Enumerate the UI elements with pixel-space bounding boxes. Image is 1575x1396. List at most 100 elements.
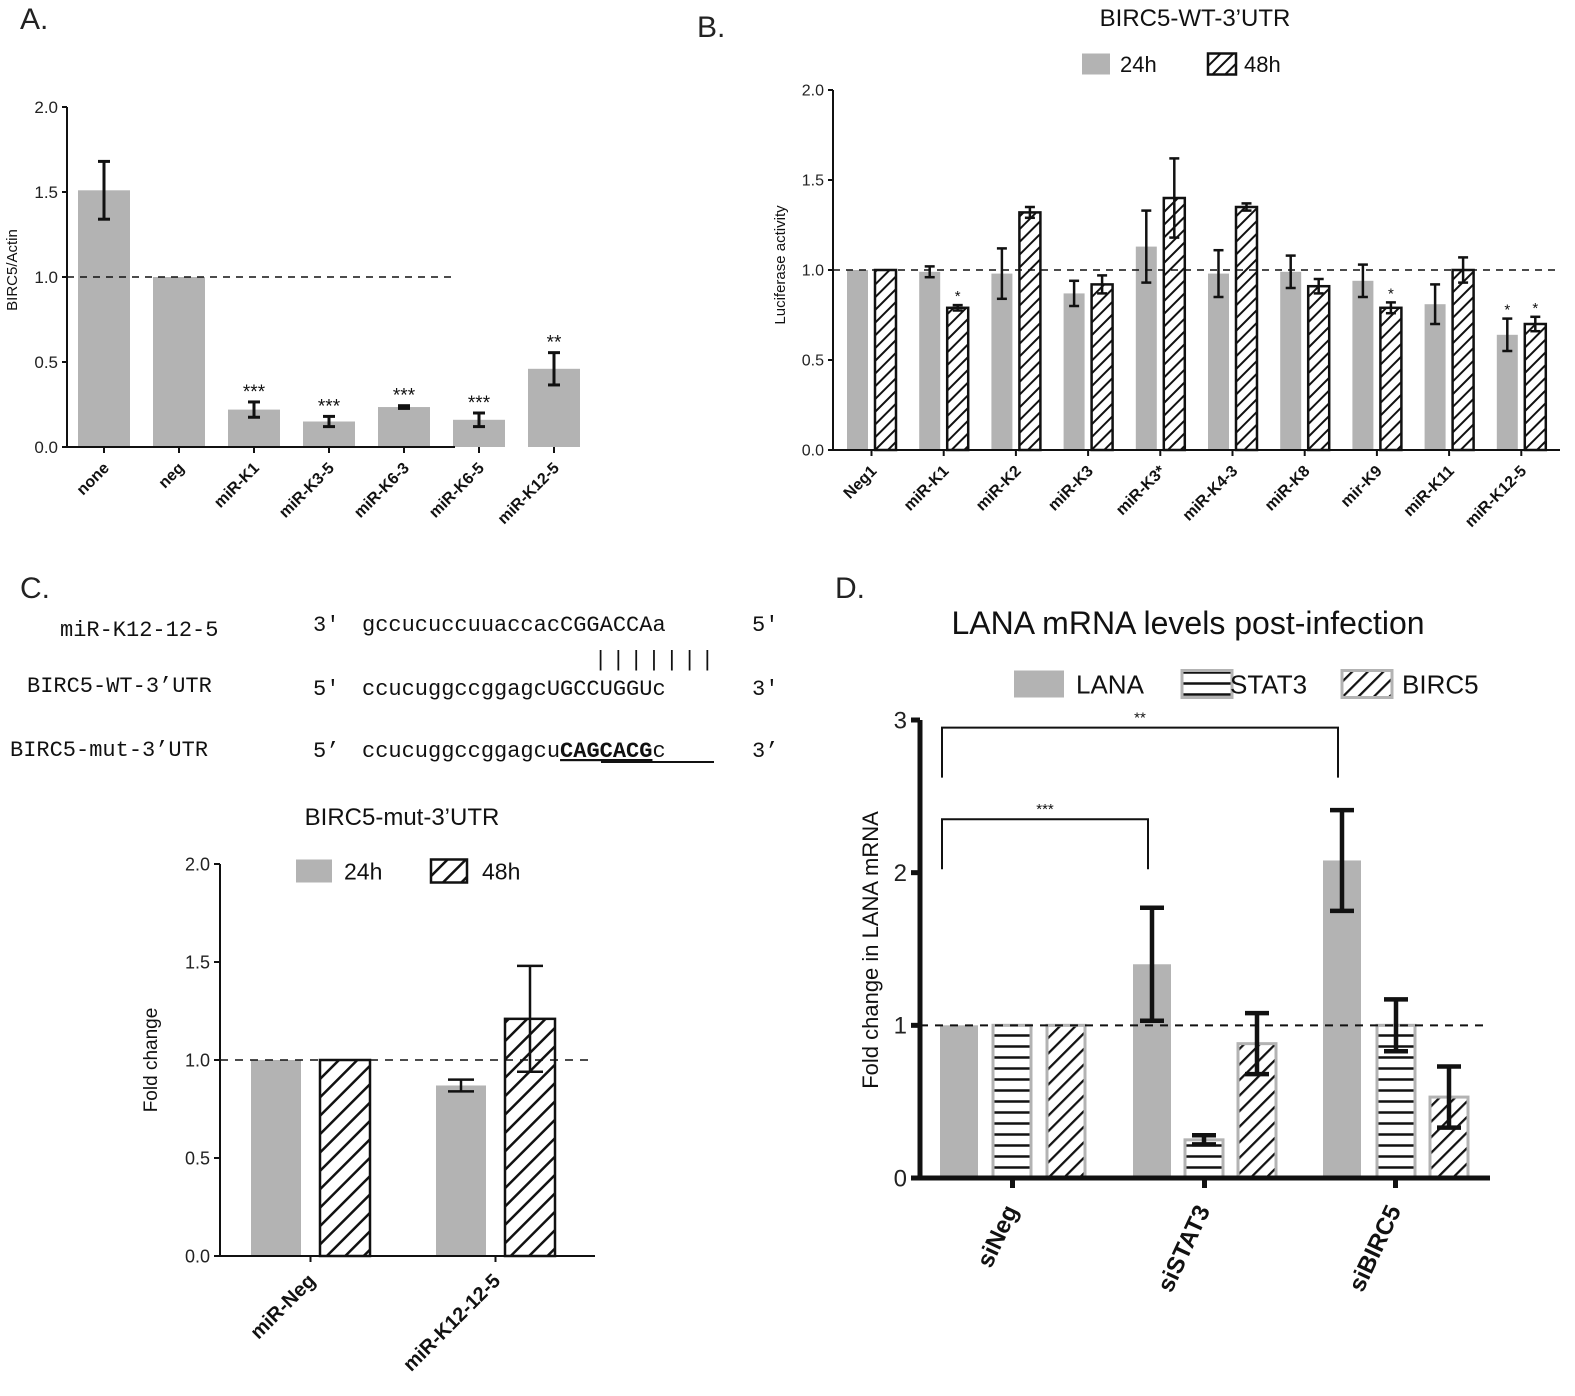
y-tick-label-d: 0 [894, 1165, 907, 1192]
legend-swatch-d-lana [1014, 670, 1064, 698]
chart-title-b: BIRC5-WT-3’UTR [1100, 5, 1291, 32]
y-tick-label-a: 0.5 [34, 353, 58, 372]
legend-label-c-24h: 24h [344, 858, 382, 884]
bar-b-48h-neg1 [873, 268, 898, 452]
panel-letter-a: A. [20, 3, 48, 36]
legend-label-b-48h: 48h [1244, 52, 1281, 77]
y-tick-label-b: 1.5 [802, 173, 824, 190]
bar-a-birc5-actin-none [78, 190, 130, 448]
alignment-label-mut: BIRC5-mut-3’UTR [10, 738, 208, 763]
x-tick-label-b: miR-K8 [1262, 463, 1314, 515]
y-tick-label-d: 3 [894, 707, 907, 734]
bar-b-48h-mir-k11 [1451, 268, 1475, 452]
alignment-seq-wt: ccucuggccggagcUGCCUGGUc [362, 677, 666, 702]
panel-letter-d: D. [835, 572, 865, 605]
legend-label-b-24h: 24h [1120, 52, 1157, 77]
significance-bracket-d-0 [941, 818, 1149, 870]
x-tick-label-b: miR-K3* [1113, 462, 1170, 519]
bar-b-24h-mir-k9 [1352, 280, 1374, 450]
bar-c-24h-mir-neg [251, 1060, 301, 1256]
bar-b-48h-mir-k9 [1379, 306, 1403, 452]
x-tick-label-a: miR-K3-5 [276, 460, 338, 522]
x-tick-label-a: neg [156, 460, 188, 492]
legend-label-d-birc5: BIRC5 [1402, 669, 1479, 699]
significance-label-d-1: ** [1134, 710, 1146, 727]
bar-b-24h-mir-k1 [919, 271, 941, 450]
y-tick-label-c: 1.5 [185, 952, 210, 972]
x-tick-label-a: miR-K6-5 [426, 460, 488, 522]
bar-b-24h-mir-k4-3 [1208, 273, 1229, 450]
legend-label-c-48h: 48h [482, 858, 520, 884]
y-tick-label-c: 2.0 [185, 854, 210, 874]
bar-a-birc5-actin-neg [153, 277, 205, 447]
x-tick-label-d: siNeg [972, 1201, 1024, 1272]
y-tick-label-a: 1.0 [34, 268, 58, 287]
significance-label-b: * [1388, 285, 1394, 302]
x-tick-label-d: siSTAT3 [1152, 1201, 1216, 1296]
alignment-pairing: ||||||| [594, 648, 714, 673]
bar-b-24h-mir-k3 [1063, 293, 1085, 450]
bar-b-24h-mir-k8 [1280, 271, 1302, 450]
significance-label-b: * [1532, 300, 1538, 317]
significance-label-a: *** [468, 393, 491, 414]
alignment-label-wt: BIRC5-WT-3’UTR [27, 674, 212, 699]
chart-title-d: LANA mRNA levels post-infection [951, 605, 1424, 641]
y-tick-label-b: 0.0 [802, 443, 824, 460]
sequence-alignment: miR-K12-12-5 3' gccucuccuuaccacCGGACCAa … [10, 613, 778, 764]
bar-b-24h-mir-k3- [1135, 246, 1157, 450]
x-tick-label-b: Neg1 [841, 463, 881, 503]
y-tick-label-b: 1.0 [802, 263, 824, 280]
x-tick-label-a: miR-K12-5 [495, 460, 563, 528]
alignment-seq-mut-after: c [652, 739, 665, 764]
legend-swatch-c-48h [429, 858, 469, 884]
x-tick-label-b: miR-K4-3 [1180, 463, 1242, 525]
alignment-prefix-wt: 5' [313, 677, 339, 702]
panel-letter-c: C. [20, 572, 50, 605]
chart-b: 0.0 0.5 1.0 1.5 2.0 Neg1 miR-K1 miR-K2 miR-K3 miR… [772, 5, 1560, 531]
x-tick-label-a: miR-K1 [211, 460, 263, 512]
bar-b-48h-mir-k8 [1306, 284, 1331, 452]
bar-d-lana-sibirc5 [1323, 860, 1361, 1178]
bar-c-24h-mir-k12-12-5 [436, 1085, 486, 1256]
chart-c: 0.0 0.5 1.0 1.5 2.0 miR-Neg miR-K12-12-5 Fold c… [141, 804, 595, 1376]
legend-swatch-d-stat3 [1180, 669, 1234, 699]
y-tick-label-c: 0.5 [185, 1148, 210, 1168]
bar-b-48h-mir-k4-3 [1234, 205, 1259, 452]
y-tick-label-d: 2 [894, 860, 907, 887]
legend-swatch-c-24h [296, 859, 332, 883]
alignment-label-mirna: miR-K12-12-5 [60, 618, 218, 643]
legend-label-d-stat3: STAT3 [1230, 669, 1307, 699]
significance-label-b: * [955, 288, 961, 305]
legend-swatch-b-24h [1082, 53, 1110, 75]
bar-b-24h-mir-k12-5 [1496, 334, 1518, 450]
x-tick-label-a: none [74, 460, 113, 499]
alignment-prefix-mut: 5’ [313, 739, 339, 764]
significance-label-a: *** [243, 382, 266, 403]
legend-label-d-lana: LANA [1076, 669, 1145, 699]
y-axis-label-a: BIRC5/Actin [4, 229, 21, 311]
bar-d-lana-sineg [940, 1025, 978, 1178]
x-tick-label-c: miR-Neg [246, 1270, 320, 1344]
legend-swatch-b-48h [1206, 52, 1238, 76]
significance-bracket-d-1 [941, 726, 1339, 778]
y-tick-label-c: 0.0 [185, 1246, 210, 1266]
y-tick-label-a: 0.0 [34, 438, 58, 457]
y-axis-label-c: Fold change [141, 1008, 162, 1113]
y-tick-label-a: 2.0 [34, 98, 58, 117]
bar-b-24h-mir-k11 [1424, 304, 1446, 450]
panel-letter-b: B. [697, 11, 725, 44]
x-tick-label-c: miR-K12-12-5 [399, 1270, 505, 1376]
x-tick-label-b: miR-K11 [1401, 463, 1458, 520]
legend-swatch-d-birc5 [1340, 669, 1394, 699]
x-tick-label-b: miR-K1 [901, 463, 953, 515]
x-tick-label-b: miR-K3 [1045, 463, 1097, 515]
y-axis-label-d: Fold change in LANA mRNA [858, 811, 883, 1089]
y-tick-label-b: 2.0 [802, 83, 824, 100]
bar-b-24h-mir-k2 [991, 273, 1013, 450]
y-tick-label-b: 0.5 [802, 353, 824, 370]
bar-b-24h-neg1 [847, 270, 868, 450]
significance-label-a: ** [547, 333, 562, 354]
alignment-suffix-wt: 3' [752, 677, 778, 702]
x-tick-label-b: mir-K9 [1338, 463, 1386, 511]
y-tick-label-d: 1 [894, 1013, 907, 1040]
